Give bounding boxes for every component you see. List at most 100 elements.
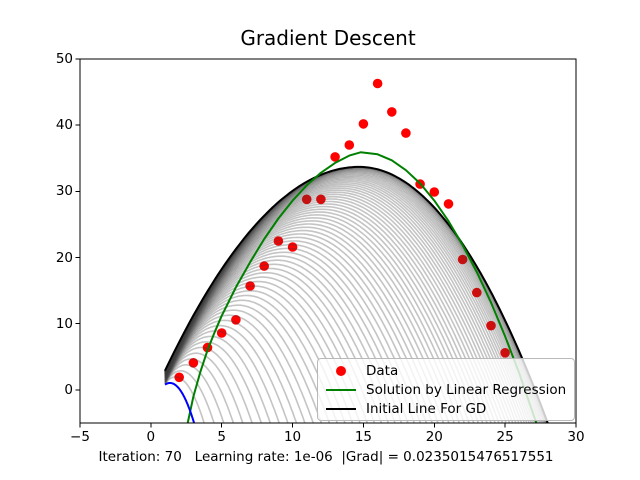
- gd-iteration-curve: [164, 187, 514, 423]
- y-tick-label: 10: [55, 315, 73, 332]
- legend-label-data: Data: [366, 362, 399, 379]
- y-tick-label: 0: [64, 381, 73, 398]
- gd-iteration-curve: [164, 294, 339, 423]
- gd-iteration-curve: [164, 182, 523, 423]
- legend-item-initial-line: Initial Line For GD: [324, 399, 570, 418]
- gd-iteration-curve: [164, 236, 434, 423]
- data-point: [387, 107, 397, 117]
- y-tick-label: 20: [55, 249, 73, 266]
- gd-iteration-curve: [164, 267, 383, 423]
- status-line: Iteration: 70 Learning rate: 1e-06 |Grad…: [98, 449, 554, 465]
- gd-iteration-curve: [164, 370, 215, 423]
- gd-iteration-curve: [164, 330, 281, 423]
- x-tick-label: 10: [283, 429, 302, 445]
- legend-marker-cell: [324, 388, 358, 391]
- gd-iteration-curve: [164, 364, 225, 423]
- current-gd-iterate-line: [164, 382, 196, 423]
- gd-iteration-curve: [164, 299, 331, 423]
- gd-iteration-curve: [164, 183, 520, 423]
- gd-iteration-curve: [164, 352, 244, 423]
- chart-title: Gradient Descent: [240, 26, 416, 50]
- x-tick-label: 15: [354, 429, 373, 445]
- x-tick-label: 0: [146, 429, 156, 445]
- gd-iteration-curve: [164, 280, 361, 423]
- gd-iteration-curve: [164, 220, 461, 423]
- gd-iteration-curve: [164, 211, 475, 423]
- gd-iteration-curve: [164, 195, 500, 423]
- gd-iteration-curve: [164, 217, 466, 423]
- gd-iteration-curve: [164, 208, 480, 423]
- data-point: [486, 320, 496, 331]
- gd-iteration-curve: [164, 214, 470, 423]
- gd-iteration-curve: [164, 226, 450, 423]
- data-point: [330, 152, 340, 162]
- data-point: [344, 140, 355, 150]
- gd-iteration-curve: [164, 285, 354, 423]
- data-point: [174, 372, 184, 383]
- data-point: [273, 236, 284, 246]
- x-tick-label: 30: [567, 429, 585, 445]
- gd-iteration-curve: [164, 314, 306, 423]
- data-point: [245, 281, 255, 291]
- data-point: [301, 194, 312, 205]
- gd-iteration-curve: [164, 290, 346, 423]
- gd-iteration-curve: [164, 276, 369, 423]
- gd-iteration-curve: [164, 180, 526, 423]
- axis-ticks: [75, 58, 577, 428]
- x-tick-label: 20: [425, 429, 443, 445]
- gd-iteration-curve: [164, 176, 533, 423]
- gd-iteration-curve: [164, 200, 492, 423]
- gd-iteration-curve: [164, 335, 272, 423]
- data-point: [429, 187, 440, 197]
- gd-iteration-curve: [164, 178, 528, 423]
- gd-iteration-curve: [164, 198, 496, 423]
- gd-iteration-curve: [164, 272, 376, 423]
- legend-item-solution: Solution by Linear Regression: [324, 380, 570, 399]
- gd-iteration-curve: [164, 341, 263, 423]
- gd-iteration-curve: [164, 259, 396, 423]
- data-point: [372, 78, 383, 89]
- gd-iteration-curve: [164, 251, 409, 423]
- x-tick-label: 25: [496, 429, 514, 445]
- gd-iteration-curve: [164, 358, 235, 423]
- gd-iteration-curve: [164, 189, 511, 423]
- data-point-marker-icon: [336, 365, 346, 376]
- gd-iteration-curve: [164, 229, 445, 423]
- gd-iteration-curve: [164, 243, 422, 423]
- gd-iteration-curve: [164, 177, 531, 423]
- legend-label-initial-line: Initial Line For GD: [366, 400, 487, 417]
- gd-iteration-curve: [164, 223, 455, 423]
- data-point: [401, 128, 411, 138]
- legend-marker-cell: [324, 407, 358, 410]
- data-point: [500, 348, 510, 358]
- solution-line-marker-icon: [326, 388, 356, 391]
- gd-iteration-curve: [164, 191, 507, 423]
- gd-iteration-curve: [164, 263, 390, 423]
- data-point: [259, 261, 270, 271]
- gd-iteration-curve: [164, 304, 323, 423]
- axes-frame: [79, 58, 577, 424]
- data-point: [457, 254, 468, 265]
- legend-item-data: Data: [324, 361, 570, 380]
- x-tick-label: 5: [217, 429, 226, 445]
- gd-iteration-curve: [164, 247, 416, 423]
- data-point: [231, 315, 241, 325]
- gd-iteration-curve: [164, 346, 253, 423]
- x-tick-label: −5: [70, 429, 90, 445]
- plot-area: [164, 78, 549, 423]
- y-tick-label: 50: [55, 51, 73, 67]
- legend-label-solution: Solution by Linear Regression: [366, 381, 567, 398]
- data-point: [472, 287, 482, 298]
- gd-iteration-curve: [164, 203, 488, 423]
- data-point: [287, 242, 298, 252]
- data-point: [316, 194, 326, 205]
- gd-iteration-curve: [164, 233, 439, 423]
- legend: Data Solution by Linear Regression Initi…: [317, 358, 575, 421]
- gd-iteration-curve: [164, 205, 484, 423]
- gd-iteration-curve: [164, 309, 315, 423]
- gd-iteration-curve: [164, 255, 403, 423]
- gd-iteration-curve: [164, 319, 298, 423]
- gd-iteration-curve: [164, 240, 428, 423]
